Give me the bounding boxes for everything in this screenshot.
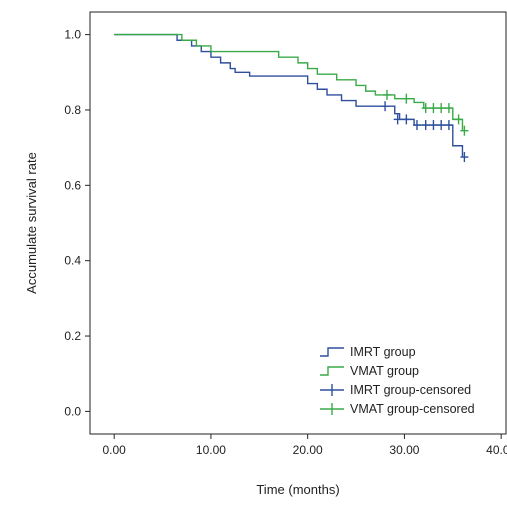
legend-item-1: VMAT group <box>320 364 419 378</box>
censor-mark-1 <box>437 103 446 114</box>
y-tick-label: 0.4 <box>64 254 81 268</box>
axes: 0.00 10.00 20.00 30.00 40.00 0.0 0.2 0.4 0.6 0.8 1… <box>64 11 507 457</box>
y-tick-label: 0.0 <box>64 404 81 418</box>
x-tick-label: 30.00 <box>389 443 419 457</box>
censor-mark-0 <box>393 114 402 125</box>
legend-label: VMAT group <box>350 364 419 378</box>
y-axis-title: Accumulate survival rate <box>24 152 39 294</box>
x-tick-label: 10.00 <box>196 443 226 457</box>
legend-label: IMRT group-censored <box>350 383 471 397</box>
censor-mark-0 <box>460 152 469 163</box>
x-tick-label: 0.00 <box>103 443 127 457</box>
series-line-0 <box>114 33 464 158</box>
censor-mark-0 <box>381 101 390 112</box>
x-tick-label: 40.00 <box>486 443 507 457</box>
legend-line-icon <box>320 366 344 376</box>
censor-mark-1 <box>429 103 438 114</box>
legend-item-3: VMAT group-censored <box>320 402 475 416</box>
legend-label: IMRT group <box>350 345 416 359</box>
y-tick-label: 0.6 <box>64 178 81 192</box>
y-tick-label: 1.0 <box>64 28 81 42</box>
censor-mark-1 <box>444 103 453 114</box>
series-layer <box>114 33 464 158</box>
censor-layer <box>381 89 469 163</box>
censor-mark-1 <box>460 125 469 136</box>
legend-line-icon <box>320 347 344 357</box>
censor-mark-1 <box>454 114 463 125</box>
censor-mark-1 <box>402 93 411 104</box>
y-tick-label: 0.8 <box>64 103 81 117</box>
x-tick-label: 20.00 <box>293 443 323 457</box>
legend-plus-icon <box>320 384 344 396</box>
plot-frame <box>89 11 507 435</box>
legend: IMRT group VMAT group IMRT group-censored V… <box>320 345 475 416</box>
legend-plus-icon <box>320 403 344 415</box>
censor-mark-1 <box>383 89 392 100</box>
censor-mark-0 <box>437 120 446 131</box>
legend-label: VMAT group-censored <box>350 402 475 416</box>
censor-mark-0 <box>444 120 453 131</box>
censor-mark-0 <box>429 120 438 131</box>
legend-item-0: IMRT group <box>320 345 416 359</box>
censor-mark-1 <box>421 103 430 114</box>
censor-mark-0 <box>421 120 430 131</box>
x-axis-title: Time (months) <box>256 482 339 497</box>
censor-mark-0 <box>412 120 421 131</box>
series-line-1 <box>114 33 464 131</box>
censor-mark-0 <box>402 114 411 125</box>
legend-item-2: IMRT group-censored <box>320 383 471 397</box>
y-tick-label: 0.2 <box>64 329 81 343</box>
